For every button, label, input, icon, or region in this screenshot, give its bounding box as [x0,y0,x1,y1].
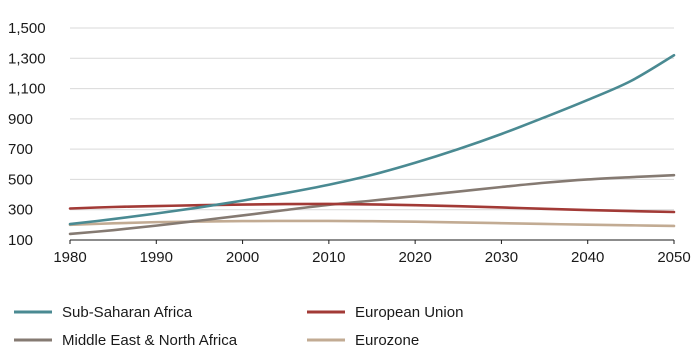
x-tick-label: 2030 [485,249,518,266]
legend-label: Eurozone [355,332,419,349]
axes: 100 300 500 700 900 1,100 1,300 1,500 1980 1990 20… [8,20,691,266]
x-tick-label: 2010 [312,249,345,266]
x-tick-label: 1990 [140,249,173,266]
y-tick-label: 1,300 [8,50,46,67]
series-line-eurozone [68,219,676,228]
legend-item-middle-east-and-north-africa: Middle East & North Africa [14,332,238,349]
legend: Sub-Saharan Africa European Union Middle E… [14,304,463,349]
y-tick-label: 100 [8,232,33,249]
y-tick-label: 900 [8,111,33,128]
legend-label: Middle East & North Africa [62,332,238,349]
y-tick-label: 500 [8,171,33,188]
series-line-middle-east-and-north-africa [68,173,676,236]
legend-label: European Union [355,304,463,321]
series-line-european-union [68,202,676,214]
legend-item-european-union: European Union [307,304,463,321]
y-tick-label: 300 [8,202,33,219]
x-tick-label: 2000 [226,249,259,266]
legend-item-eurozone: Eurozone [307,332,419,349]
series-lines [68,53,676,236]
legend-label: Sub-Saharan Africa [62,304,193,321]
x-tick-label: 1980 [53,249,86,266]
x-tick-label: 2040 [571,249,604,266]
y-tick-label: 700 [8,141,33,158]
legend-item-sub-saharan-africa: Sub-Saharan Africa [14,304,193,321]
gridlines [70,27,674,211]
series-line-sub-saharan-africa [68,53,676,226]
x-tick-label: 2020 [398,249,431,266]
x-tick-label: 2050 [657,249,690,266]
y-tick-label: 1,500 [8,20,46,37]
y-tick-label: 1,100 [8,81,46,98]
